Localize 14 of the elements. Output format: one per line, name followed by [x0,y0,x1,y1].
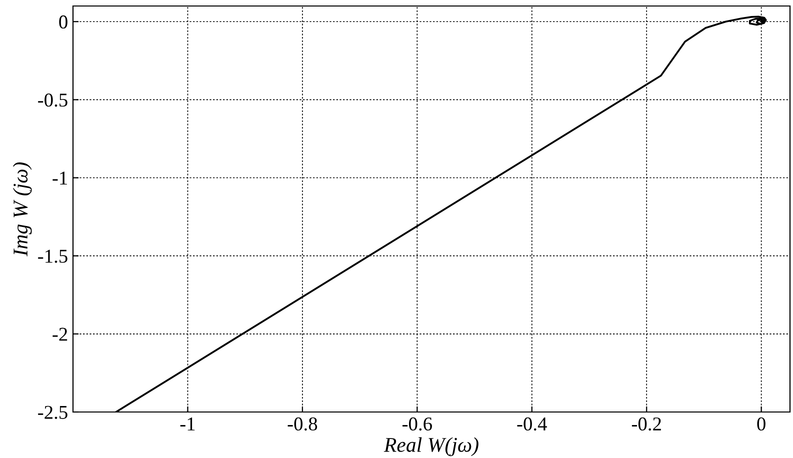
x-tick-label: -0.2 [632,417,661,431]
y-axis-title: Img W (jω) [12,162,32,256]
y-tick-label: -1 [52,172,67,185]
y-tick-label: 0 [59,15,68,29]
x-tick-label: -0.6 [402,417,432,431]
y-tick-label: -0.5 [38,94,68,107]
y-tick-label: -1.5 [38,250,68,263]
x-tick-label: -0.4 [517,417,547,431]
y-tick-label: -2 [52,328,68,341]
x-axis-title: Real W(jω) [384,437,478,456]
x-tick-label: -1 [180,418,195,430]
x-tick-label: -0.8 [288,417,318,431]
x-tick-label: 0 [757,417,766,431]
y-tick-label: -2.5 [38,406,68,420]
